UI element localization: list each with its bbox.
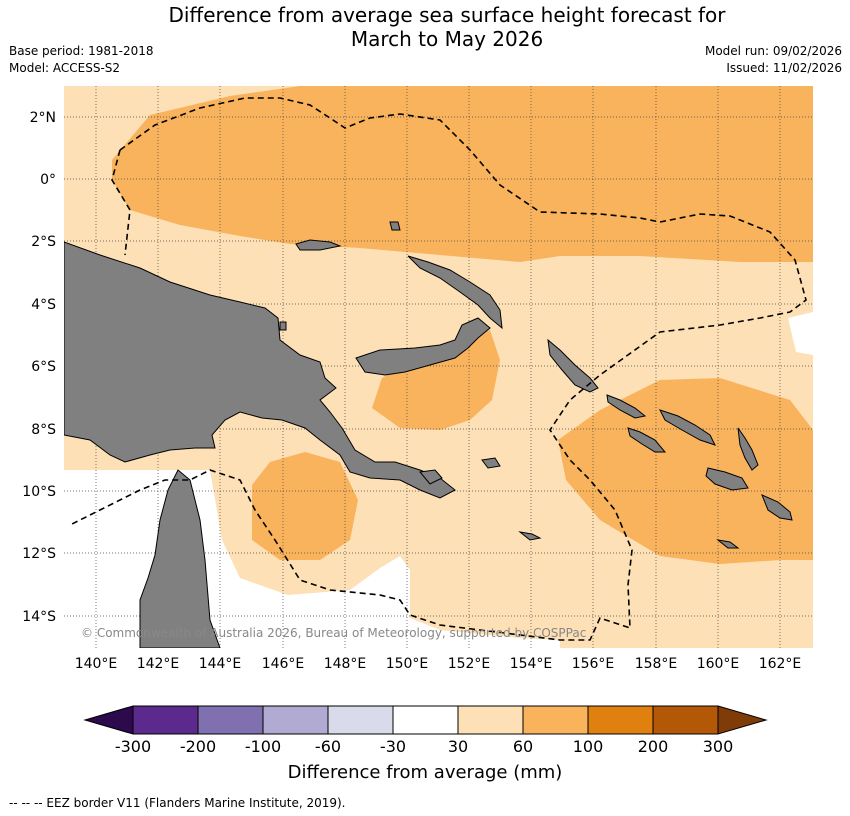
land-rossel	[518, 531, 542, 541]
lat-label: 8°S	[31, 422, 56, 438]
title-line-2: March to May 2026	[350, 27, 544, 51]
colorbar-segment	[652, 705, 719, 735]
lon-label: 146°E	[262, 656, 305, 672]
land-new-guinea	[64, 241, 456, 499]
colorbar-segment	[197, 705, 264, 735]
land-rennell	[716, 539, 740, 549]
land-nissan	[389, 221, 401, 231]
lat-label: 6°S	[31, 359, 56, 375]
land-makira	[761, 494, 793, 521]
colorbar	[83, 705, 768, 735]
colorbar-tick: 60	[513, 737, 533, 756]
colorbar-ticks: -300 -200 -100 -60 -30 30 60 100 200 300	[115, 737, 733, 756]
lon-label: 140°E	[75, 656, 118, 672]
map-area	[64, 86, 813, 648]
land-santa-isabel	[659, 409, 716, 446]
near-average-region-east	[788, 312, 813, 355]
land-malaita	[737, 427, 759, 471]
band-60-100-coral	[252, 452, 358, 560]
title-line-1: Difference from average sea surface heig…	[168, 3, 726, 27]
colorbar-extend-low	[83, 705, 134, 735]
copyright-text: © Commonwealth of Australia 2026, Bureau…	[81, 626, 586, 640]
land-manus	[295, 239, 342, 251]
colorbar-tick: 30	[448, 737, 468, 756]
land-fergusson	[419, 469, 443, 485]
lon-label: 160°E	[697, 656, 740, 672]
meta-left: Base period: 1981-2018 Model: ACCESS-S2	[9, 43, 154, 77]
colorbar-segment	[132, 705, 199, 735]
colorbar-segment	[392, 705, 459, 735]
lon-label: 150°E	[386, 656, 429, 672]
eez-border	[69, 97, 807, 641]
land-bougainville	[547, 338, 599, 393]
band-60-100-north	[112, 86, 813, 262]
land-new-georgia	[627, 427, 667, 453]
eez-legend-note: -- -- -- EEZ border V11 (Flanders Marine…	[9, 796, 346, 810]
colorbar-tick: 300	[703, 737, 734, 756]
colorbar-tick: -60	[315, 737, 341, 756]
colorbar-tick: 200	[638, 737, 669, 756]
colorbar-tick: 100	[573, 737, 604, 756]
lat-label: 2°N	[30, 110, 56, 126]
land-new-ireland	[407, 255, 503, 330]
colorbar-tick: -200	[180, 737, 216, 756]
lat-label: 10°S	[22, 484, 56, 500]
lon-label: 148°E	[324, 656, 367, 672]
land-new-britain	[355, 317, 491, 376]
lon-labels: 140°E 142°E 144°E 146°E 148°E 150°E 152°…	[75, 656, 802, 672]
lon-label: 158°E	[635, 656, 678, 672]
lat-label: 14°S	[22, 609, 56, 625]
lat-label: 12°S	[22, 546, 56, 562]
band-60-100-solomon	[558, 378, 813, 564]
land-cape-york	[139, 469, 221, 648]
lon-label: 156°E	[572, 656, 615, 672]
lat-label: 2°S	[31, 234, 56, 250]
land-woodlark	[481, 457, 501, 469]
colorbar-segment	[522, 705, 589, 735]
colorbar-tick: -30	[380, 737, 406, 756]
lon-label: 144°E	[199, 656, 242, 672]
colorbar-label: Difference from average (mm)	[288, 762, 563, 783]
base-period: Base period: 1981-2018	[9, 44, 154, 58]
colorbar-segment	[262, 705, 329, 735]
land-choiseul	[606, 394, 647, 419]
colorbar-extend-high	[717, 705, 768, 735]
land-tabar	[279, 321, 287, 331]
chart-title: Difference from average sea surface heig…	[0, 3, 850, 51]
lon-label: 152°E	[448, 656, 491, 672]
colorbar-tick: -300	[115, 737, 151, 756]
colorbar-tick: -100	[245, 737, 281, 756]
eez-border-north	[111, 149, 131, 256]
issued-date: Issued: 11/02/2026	[726, 61, 842, 75]
meta-right: Model run: 09/02/2026 Issued: 11/02/2026	[705, 43, 842, 77]
lat-label: 4°S	[31, 297, 56, 313]
model-run: Model run: 09/02/2026	[704, 44, 842, 58]
lon-label: 154°E	[510, 656, 553, 672]
land-masses	[64, 221, 793, 648]
colorbar-segment	[587, 705, 654, 735]
model-name: Model: ACCESS-S2	[9, 61, 121, 75]
band-60-100-gulf	[372, 330, 500, 430]
lat-labels: 2°N 0° 2°S 4°S 6°S 8°S 10°S 12°S 14°S	[22, 110, 56, 625]
land-guadalcanal	[705, 467, 749, 491]
lat-label: 0°	[40, 172, 56, 188]
lon-label: 142°E	[137, 656, 180, 672]
colorbar-segment	[327, 705, 394, 735]
colorbar-segment	[457, 705, 524, 735]
lon-label: 162°E	[759, 656, 802, 672]
